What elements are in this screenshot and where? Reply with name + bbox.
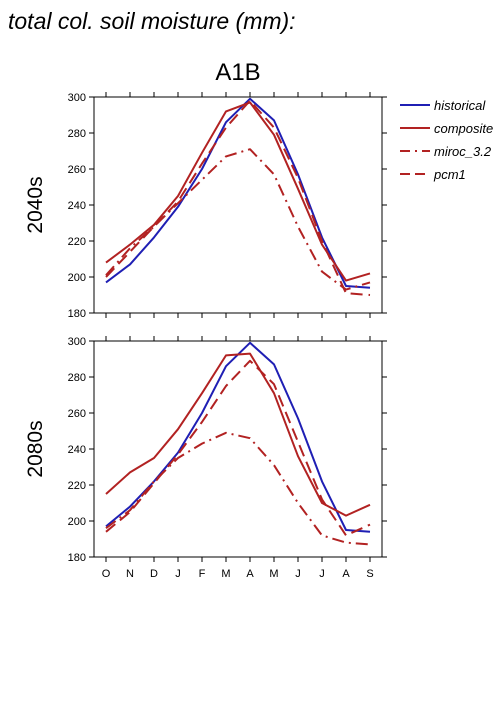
x-tick-label: J — [295, 568, 301, 580]
panel-2080s: 2080s 180 200 220 240 260 280 300 O N D J F M A M J J A S — [24, 336, 387, 580]
y-tick-label: 180 — [68, 552, 86, 564]
legend-label-composite: composite — [434, 121, 493, 136]
legend-label-miroc-3-2: miroc_3.2 — [434, 144, 492, 159]
x-tick-label: D — [150, 568, 158, 580]
series-line-miroc-3-2-2040s — [105, 148, 371, 291]
legend: historical composite miroc_3.2 pcm1 — [400, 98, 493, 182]
y-tick-label: 180 — [68, 308, 86, 320]
y-tick-label: 240 — [68, 444, 86, 456]
series-line-historical-2040s — [105, 97, 371, 289]
x-tick-label: S — [366, 568, 373, 580]
axis-ticks-2080s: 180 200 220 240 260 280 300 O N D J F M A M J J A S — [68, 336, 387, 580]
axis-ticks-2040s: 180 200 220 240 260 280 300 — [68, 92, 387, 320]
y-tick-label: 260 — [68, 164, 86, 176]
y-tick-label: 300 — [68, 336, 86, 348]
panel-2040s: 2040s 180 200 220 240 260 280 300 — [24, 92, 387, 320]
series-line-historical-2080s — [105, 341, 371, 533]
y-tick-label: 280 — [68, 128, 86, 140]
series-lines-2080s — [105, 341, 371, 546]
legend-label-pcm1: pcm1 — [433, 167, 466, 182]
scenario-title: A1B — [215, 59, 260, 86]
y-tick-label: 240 — [68, 200, 86, 212]
series-line-pcm1-2040s — [105, 99, 371, 296]
y-tick-label: 220 — [68, 480, 86, 492]
row-label-2080s: 2080s — [24, 420, 47, 477]
y-tick-label: 280 — [68, 372, 86, 384]
series-line-pcm1-2080s — [105, 359, 371, 537]
x-tick-label: O — [102, 568, 111, 580]
x-tick-label: J — [175, 568, 181, 580]
x-tick-label: A — [246, 568, 254, 580]
x-tick-label: M — [221, 568, 230, 580]
plot-frame-2040s — [93, 96, 383, 314]
y-tick-label: 200 — [68, 516, 86, 528]
y-tick-label: 220 — [68, 236, 86, 248]
series-lines-2040s — [105, 97, 371, 296]
y-tick-label: 260 — [68, 408, 86, 420]
x-tick-label: J — [319, 568, 325, 580]
x-tick-label: A — [342, 568, 350, 580]
y-tick-label: 300 — [68, 92, 86, 104]
x-tick-label: M — [269, 568, 278, 580]
y-tick-label: 200 — [68, 272, 86, 284]
x-tick-label: F — [199, 568, 206, 580]
x-tick-label: N — [126, 568, 134, 580]
row-label-2040s: 2040s — [24, 176, 47, 233]
series-line-miroc-3-2-2080s — [105, 431, 371, 546]
legend-label-historical: historical — [434, 98, 486, 113]
figure-title: total col. soil moisture (mm): — [8, 8, 296, 34]
